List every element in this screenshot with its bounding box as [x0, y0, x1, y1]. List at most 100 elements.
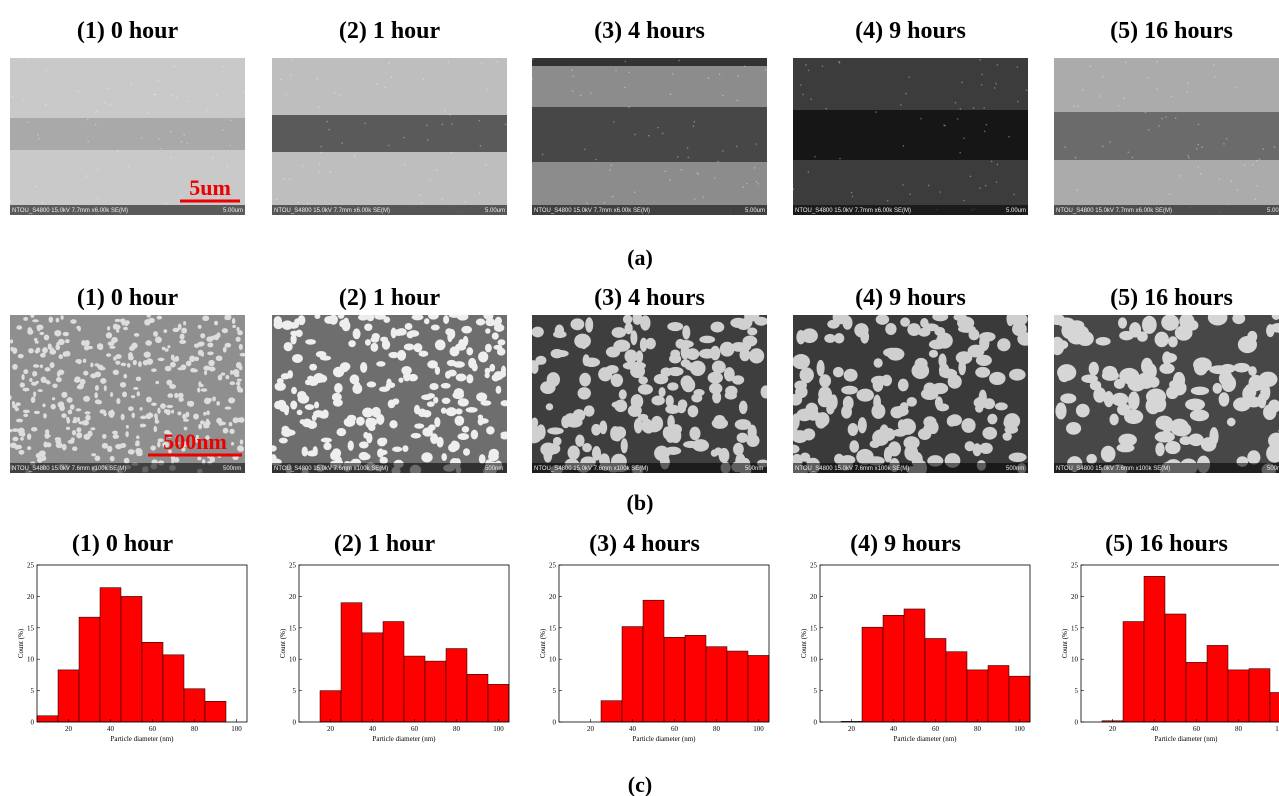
sem-particle: [167, 432, 173, 438]
bar: [1269, 692, 1279, 723]
sem-particle: [1154, 431, 1175, 443]
bar: [726, 650, 749, 723]
sem-particle: [37, 389, 43, 393]
sem-speck: [753, 167, 756, 169]
sem-speck: [94, 123, 97, 126]
sem-particle: [107, 326, 111, 331]
sem-particle: [423, 318, 430, 325]
sem-particle: [685, 362, 701, 371]
sem-particle: [297, 315, 306, 326]
bar: [403, 655, 426, 723]
sem-particle: [157, 438, 164, 443]
sem-speck: [487, 88, 489, 91]
sem-speck: [692, 125, 695, 127]
info-bar: [1054, 205, 1279, 215]
sem-particle: [77, 326, 81, 332]
sem-particle: [1095, 337, 1111, 346]
sem-particle: [135, 376, 142, 382]
sem-speck: [905, 92, 907, 95]
sem-particle: [638, 376, 648, 385]
sem-speck: [647, 134, 650, 137]
sem-particle: [371, 332, 380, 341]
sem-speck: [1168, 193, 1171, 195]
sem-particle: [27, 327, 33, 334]
sem-speck: [195, 194, 198, 197]
sem-particle: [79, 378, 86, 385]
y-tick-label: 10: [27, 656, 35, 664]
sem-speck: [579, 94, 582, 97]
sem-speck: [388, 62, 390, 64]
info-bar: [793, 463, 1028, 473]
sem-particle: [32, 364, 40, 368]
sem-speck: [983, 107, 985, 109]
x-tick-label: 20: [1109, 725, 1117, 733]
sem-particle: [1141, 315, 1157, 334]
sem-speck: [1199, 172, 1202, 175]
sem-speck: [1125, 61, 1127, 64]
sem-particle: [547, 427, 564, 435]
sem-speck: [1008, 135, 1010, 138]
sem-speck: [664, 170, 667, 173]
sem-particle: [430, 324, 440, 331]
sem-particle: [175, 435, 179, 442]
sem-speck: [802, 93, 804, 96]
sem-particle: [193, 413, 199, 420]
sem-particle: [278, 437, 288, 444]
bar: [120, 596, 143, 723]
y-tick-label: 20: [549, 593, 557, 601]
sem-particle: [1218, 392, 1230, 407]
sem-particle: [693, 389, 705, 397]
sem-particle: [714, 447, 723, 456]
sem-particle: [975, 354, 992, 367]
sem-speck: [694, 198, 696, 200]
sem-particle: [611, 327, 627, 338]
y-tick-label: 5: [1075, 687, 1079, 695]
sem-speck: [1254, 198, 1257, 200]
sem-speck: [45, 69, 47, 72]
sem-speck: [158, 138, 160, 140]
sem-particle: [599, 420, 608, 435]
x-tick-label: 80: [191, 725, 199, 733]
sem-speck: [1214, 76, 1216, 78]
sem-particle: [1189, 409, 1210, 422]
sem-speck: [590, 92, 592, 94]
sem-particle: [640, 315, 651, 331]
sem-speck: [633, 191, 636, 194]
sem-speck: [983, 130, 986, 133]
sem-particle: [461, 425, 470, 433]
image-title: (5) 16 hours: [1110, 18, 1233, 44]
y-tick-label: 5: [293, 687, 297, 695]
sem-particle: [54, 329, 62, 337]
sem-particle: [18, 449, 25, 455]
sem-particle: [121, 320, 126, 326]
sem-particle: [276, 378, 284, 384]
sem-particle: [179, 333, 185, 340]
sem-image: NTOU_S4800 15.0kV 7.6mm x100k SE(M) 500nm: [10, 315, 245, 473]
sem-speck: [420, 201, 423, 204]
sem-particle: [907, 323, 921, 336]
info-bar: [793, 205, 1028, 215]
sem-speck: [450, 151, 452, 154]
sem-particle: [1209, 365, 1230, 375]
sem-speck: [669, 93, 672, 96]
sem-particle: [639, 337, 648, 352]
sem-particle: [162, 441, 170, 448]
x-tick-label: 80: [713, 725, 721, 733]
sem-particle: [736, 432, 749, 443]
info-bar: [10, 205, 245, 215]
sem-speck: [609, 169, 611, 172]
sem-particle: [231, 318, 236, 325]
sem-particle: [232, 455, 239, 461]
sem-particle: [842, 395, 854, 411]
sem-particle: [239, 439, 244, 445]
sem-speck: [1131, 156, 1134, 159]
image-title: (4) 9 hours: [855, 285, 966, 311]
sem-particle: [402, 445, 409, 453]
bar: [141, 641, 164, 723]
sem-particle: [84, 339, 90, 347]
sem-particle: [494, 316, 503, 326]
sem-particle: [207, 351, 214, 356]
sem-particle: [744, 315, 760, 322]
sem-speck: [222, 65, 225, 68]
sem-particle: [430, 433, 439, 445]
